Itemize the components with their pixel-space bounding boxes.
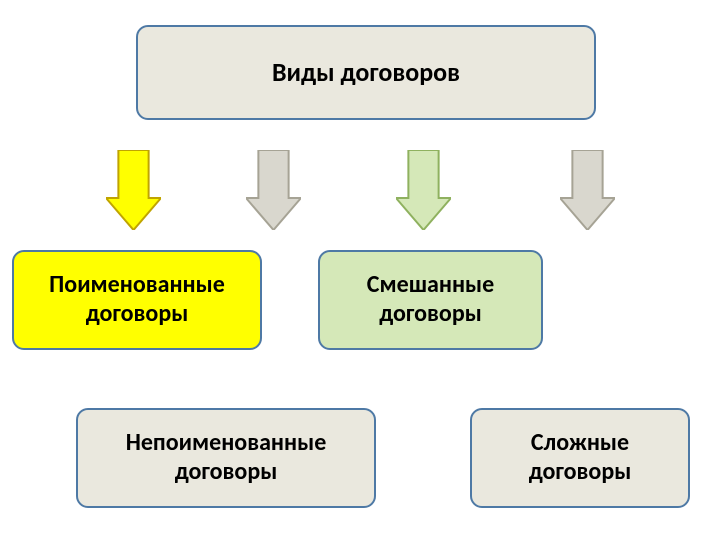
arrow-1 bbox=[106, 150, 161, 230]
title-box: Виды договоров bbox=[136, 25, 596, 120]
arrow-3 bbox=[396, 150, 451, 230]
arrow-4 bbox=[560, 150, 615, 230]
title-text: Виды договоров bbox=[272, 57, 460, 88]
box-unnamed-contracts-text: Непоименованные договоры bbox=[84, 429, 368, 487]
box-complex-contracts: Сложные договоры bbox=[470, 408, 690, 508]
box-complex-contracts-text: Сложные договоры bbox=[478, 429, 682, 487]
box-unnamed-contracts: Непоименованные договоры bbox=[76, 408, 376, 508]
box-mixed-contracts-text: Смешанные договоры bbox=[326, 271, 535, 329]
box-named-contracts-text: Поименованные договоры bbox=[20, 271, 254, 329]
arrow-2 bbox=[246, 150, 301, 230]
box-mixed-contracts: Смешанные договоры bbox=[318, 250, 543, 350]
box-named-contracts: Поименованные договоры bbox=[12, 250, 262, 350]
